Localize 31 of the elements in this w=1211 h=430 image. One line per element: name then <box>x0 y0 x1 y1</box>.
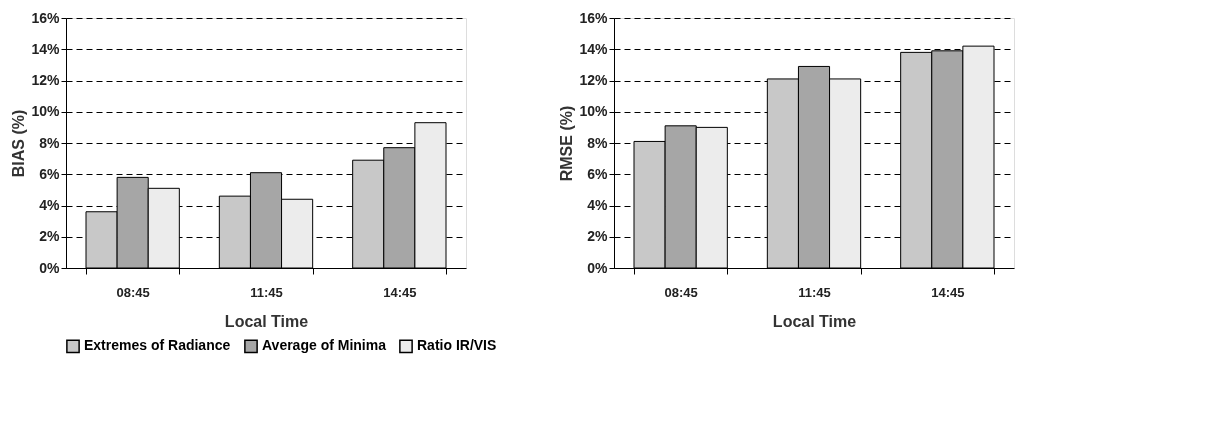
x-tick-label: 11:45 <box>250 284 283 300</box>
y-tick-label: 10% <box>579 103 609 120</box>
y-tick-label: 14% <box>31 40 61 57</box>
legend-label: Ratio IR/VIS <box>417 337 497 354</box>
y-tick-label: 4% <box>587 197 609 213</box>
x-tick-label: 08:45 <box>116 284 150 300</box>
legend-label: Average of Minima <box>262 337 387 354</box>
x-tick-label: 14:45 <box>383 284 417 300</box>
y-tick-label: 8% <box>39 134 61 151</box>
y-tick-label: 10% <box>31 103 61 120</box>
y-tick-label: 16% <box>31 9 61 26</box>
x-axis-title: Local Time <box>772 312 857 330</box>
y-tick-label: 6% <box>39 165 61 182</box>
y-tick-label: 2% <box>587 228 609 245</box>
y-axis-title: RMSE (%) <box>558 105 576 182</box>
y-tick-label: 4% <box>39 197 61 213</box>
x-axis-title: Local Time <box>224 312 309 330</box>
x-tick-label: 08:45 <box>664 284 698 300</box>
y-tick-label: 0% <box>39 259 61 276</box>
y-tick-label: 8% <box>587 134 609 151</box>
y-tick-label: 14% <box>579 40 609 57</box>
y-tick-label: 0% <box>587 259 609 276</box>
y-tick-label: 2% <box>39 228 61 245</box>
x-tick-label: 14:45 <box>931 284 965 300</box>
x-tick-label: 11:45 <box>798 284 831 300</box>
y-tick-label: 12% <box>579 72 609 88</box>
y-axis-title: BIAS (%) <box>10 109 28 178</box>
y-tick-label: 12% <box>31 72 61 88</box>
legend-label: Extremes of Radiance <box>84 337 231 354</box>
y-tick-label: 6% <box>587 165 609 182</box>
y-tick-label: 16% <box>579 9 609 26</box>
